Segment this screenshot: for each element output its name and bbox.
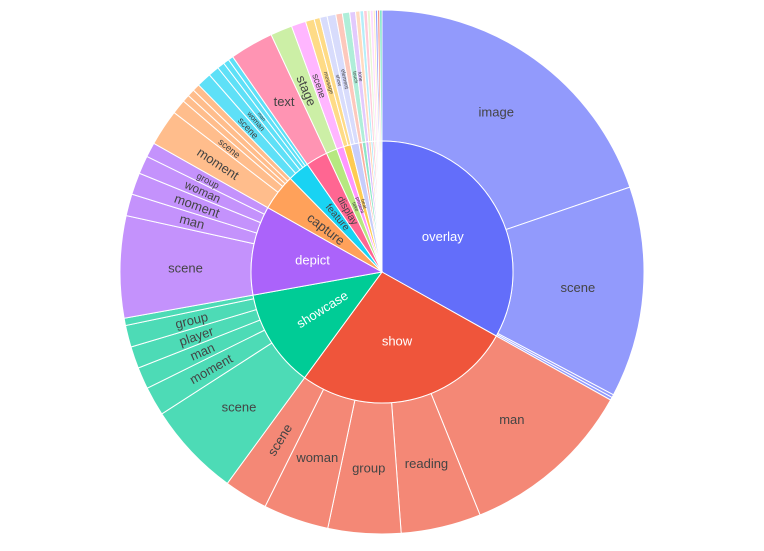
label-overlay: overlay xyxy=(422,229,464,244)
label-feature-man: man xyxy=(256,111,267,123)
label-overlay-image: image xyxy=(479,105,514,120)
label-depict: depict xyxy=(295,253,330,268)
label-unlabeled-show: show xyxy=(334,74,343,87)
sector-unlabeled[interactable] xyxy=(380,140,383,273)
inner-ring xyxy=(250,140,514,404)
label-display-text: text xyxy=(274,94,295,109)
outer-ring xyxy=(119,9,645,535)
label-present: present xyxy=(354,196,365,214)
label-show-woman: woman xyxy=(295,450,338,465)
label-show-reading: reading xyxy=(405,456,448,471)
label-beat: beat xyxy=(359,199,368,211)
label-unlabeled-tone: tone xyxy=(356,72,363,83)
label-showcase-scene: scene xyxy=(222,399,257,414)
label-show-group: group xyxy=(352,461,385,476)
sector-overlay[interactable] xyxy=(381,140,514,337)
sector-show[interactable] xyxy=(303,271,497,404)
label-show: show xyxy=(382,333,413,348)
sector-showcase[interactable] xyxy=(252,271,384,379)
label-unlabeled-touch: touch xyxy=(351,71,359,84)
label-overlay-scene: scene xyxy=(561,280,596,295)
label-show-man: man xyxy=(499,412,524,427)
label-take: take xyxy=(350,201,359,212)
label-depict-man: man xyxy=(178,211,206,232)
sector-depict[interactable] xyxy=(250,206,384,296)
label-unlabeled-element: element xyxy=(339,69,349,90)
label-depict-scene: scene xyxy=(168,261,203,276)
